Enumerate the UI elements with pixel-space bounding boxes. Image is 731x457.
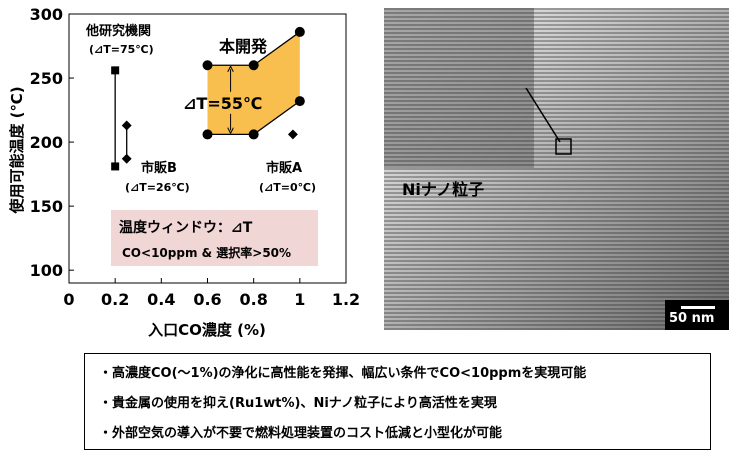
x-tick-label: 0.6 bbox=[193, 290, 221, 309]
x-tick-label: 0.2 bbox=[101, 290, 129, 309]
y-tick-label: 150 bbox=[30, 197, 63, 216]
temperature-window-chart: 100 150 200 250 300 0 0.2 0.4 0.6 0.8 1 1.2 温度ウィンド… bbox=[8, 5, 360, 339]
scale-bar-line bbox=[681, 306, 715, 309]
x-axis-label: 入口CO濃度 (%) bbox=[148, 321, 266, 339]
data-point-circle bbox=[202, 60, 213, 71]
data-point-circle bbox=[248, 129, 259, 140]
temperature-window-box bbox=[111, 210, 318, 266]
data-point-square bbox=[111, 162, 120, 171]
tem-micrograph bbox=[384, 8, 729, 330]
window-condition: CO<10ppm & 選択率>50% bbox=[122, 245, 291, 260]
data-point-circle bbox=[294, 26, 305, 37]
summary-line: ・貴金属の使用を抑え(Ru1wt%)、Niナノ粒子により高活性を実現 bbox=[99, 396, 497, 411]
nanoparticle-label: Niナノ粒子 bbox=[402, 180, 485, 199]
data-point-diamond bbox=[287, 129, 298, 140]
own-dev-delta-label: ⊿T=55℃ bbox=[183, 94, 262, 113]
commercial-b-label: 市販B bbox=[141, 160, 177, 176]
x-tick-label: 1.2 bbox=[332, 290, 360, 309]
commercial-b-delta: (⊿T=26℃) bbox=[125, 181, 190, 194]
summary-box: ・高濃度CO(～1%)の浄化に高性能を発揮、幅広い条件でCO<10ppmを実現可… bbox=[84, 353, 711, 450]
own-dev-label: 本開発 bbox=[219, 37, 268, 56]
summary-line: ・高濃度CO(～1%)の浄化に高性能を発揮、幅広い条件でCO<10ppmを実現可… bbox=[99, 366, 587, 381]
summary-line: ・外部空気の導入が不要で燃料処理装置のコスト低減と小型化が可能 bbox=[99, 426, 503, 441]
scale-bar-text: 50 nm bbox=[669, 311, 715, 326]
data-point-circle bbox=[294, 96, 305, 107]
x-tick-label: 0 bbox=[63, 290, 74, 309]
y-tick-label: 200 bbox=[30, 133, 63, 152]
own-development-band bbox=[207, 31, 300, 135]
data-point-circle bbox=[248, 60, 259, 71]
other-institute-delta: (⊿T=75℃) bbox=[89, 43, 154, 56]
scale-bar: 50 nm bbox=[665, 300, 729, 330]
tem-image: Niナノ粒子 50 nm bbox=[384, 8, 729, 330]
y-axis-label: 使用可能温度 (℃) bbox=[8, 86, 26, 214]
data-point-diamond bbox=[121, 153, 132, 164]
y-tick-label: 300 bbox=[30, 5, 63, 24]
y-tick-label: 100 bbox=[30, 261, 63, 280]
x-tick-label: 0.4 bbox=[147, 290, 175, 309]
data-point-diamond bbox=[121, 120, 132, 131]
window-title: 温度ウィンドウ：⊿T bbox=[119, 219, 253, 236]
data-point-square bbox=[111, 66, 120, 75]
y-tick-label: 250 bbox=[30, 69, 63, 88]
other-institute-label: 他研究機関 bbox=[85, 23, 151, 39]
commercial-a-delta: (⊿T=0℃) bbox=[259, 181, 316, 194]
commercial-a-label: 市販A bbox=[266, 160, 302, 176]
data-point-circle bbox=[202, 129, 213, 140]
x-tick-label: 0.8 bbox=[239, 290, 267, 309]
x-tick-label: 1 bbox=[294, 290, 305, 309]
